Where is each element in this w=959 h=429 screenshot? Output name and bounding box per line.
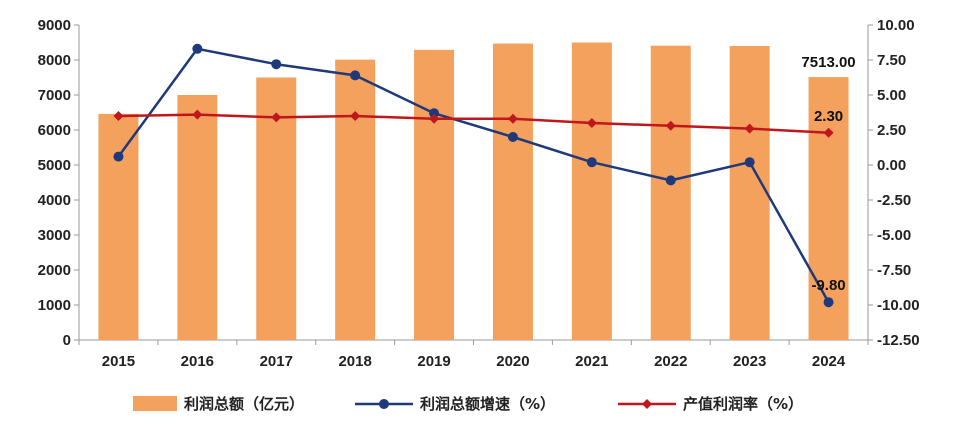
margin-point-2024 bbox=[823, 127, 834, 138]
bar-2016 bbox=[177, 95, 218, 340]
y-left-tick-label: 8000 bbox=[38, 52, 71, 69]
y-right-tick-label: -5.00 bbox=[877, 227, 911, 244]
y-right-tick-label: 7.50 bbox=[877, 52, 906, 69]
bar-2021 bbox=[571, 42, 612, 340]
growth-point-2018 bbox=[350, 70, 361, 81]
y-left-tick-label: 3000 bbox=[38, 227, 71, 244]
y-right-tick-label: -10.00 bbox=[877, 297, 920, 314]
y-right-tick-label: -2.50 bbox=[877, 192, 911, 209]
bar-2020 bbox=[492, 43, 533, 341]
y-right-tick-label: 5.00 bbox=[877, 87, 906, 104]
data-labels: 7513.00 2.30 -9.80 bbox=[801, 54, 855, 294]
x-tick-label: 2023 bbox=[733, 353, 766, 370]
bar-2015 bbox=[98, 113, 139, 341]
legend-marker-growth bbox=[379, 399, 389, 409]
margin-point-2016 bbox=[192, 109, 203, 120]
x-tick-label: 2020 bbox=[496, 353, 529, 370]
legend-label-growth: 利润总额增速（%） bbox=[420, 395, 555, 413]
x-tick-label: 2021 bbox=[575, 353, 608, 370]
y-right-tick-label: 0.00 bbox=[877, 157, 906, 174]
legend-marker-margin bbox=[642, 399, 652, 409]
y-right-tick-label: 2.50 bbox=[877, 122, 906, 139]
growth-line bbox=[117, 47, 830, 303]
bar-2023 bbox=[729, 46, 770, 340]
x-tick-label: 2017 bbox=[260, 353, 293, 370]
y-left-tick-label: 6000 bbox=[38, 122, 71, 139]
chart-marks bbox=[98, 42, 849, 341]
legend-label-bar: 利润总额（亿元） bbox=[184, 395, 304, 413]
bar-2018 bbox=[335, 59, 376, 341]
growth-point-2022 bbox=[665, 175, 676, 186]
growth-point-2023 bbox=[744, 157, 755, 168]
margin-point-2021 bbox=[586, 118, 597, 128]
y-left-tick-label: 9000 bbox=[38, 17, 71, 34]
bar-2019 bbox=[414, 49, 455, 340]
y-left-tick-label: 0 bbox=[63, 332, 71, 349]
margin-line bbox=[118, 113, 829, 135]
x-tick-label: 2019 bbox=[417, 353, 450, 370]
margin-point-2017 bbox=[271, 112, 282, 123]
y-left-tick-label: 4000 bbox=[38, 192, 71, 209]
growth-point-2020 bbox=[507, 132, 518, 142]
growth-point-2024 bbox=[823, 297, 834, 308]
growth-point-2015 bbox=[113, 151, 124, 162]
margin-point-2015 bbox=[113, 111, 124, 121]
y-left-tick-label: 2000 bbox=[38, 262, 71, 279]
x-tick-label: 2024 bbox=[812, 353, 846, 370]
margin-point-2020 bbox=[507, 113, 518, 124]
y-left-tick-label: 7000 bbox=[38, 87, 71, 104]
growth-point-2017 bbox=[271, 59, 282, 70]
y-right-tick-label: -12.50 bbox=[877, 332, 920, 349]
y-left-tick-label: 1000 bbox=[38, 297, 71, 314]
growth-point-2019 bbox=[429, 108, 440, 119]
x-tick-label: 2016 bbox=[181, 353, 214, 370]
bar-2024 bbox=[808, 77, 849, 341]
y-right-tick-label: -7.50 bbox=[877, 262, 911, 279]
data-label-1-9: -9.80 bbox=[811, 277, 845, 294]
data-label-2-9: 2.30 bbox=[814, 108, 843, 125]
margin-point-2018 bbox=[350, 111, 361, 121]
legend: 利润总额（亿元） 利润总额增速（%） 产值利润率（%） bbox=[133, 395, 803, 413]
data-label-0-9: 7513.00 bbox=[801, 54, 855, 71]
axes: 0 1000 2000 3000 4000 5000 6000 7000 8000 9000 -12… bbox=[38, 17, 920, 370]
margin-point-2023 bbox=[744, 123, 755, 134]
x-tick-label: 2015 bbox=[102, 353, 135, 370]
y-left-tick-label: 5000 bbox=[38, 157, 71, 174]
margin-point-2022 bbox=[665, 120, 676, 131]
y-right-tick-label: 10.00 bbox=[877, 17, 915, 34]
legend-label-margin: 产值利润率（%） bbox=[683, 395, 803, 413]
growth-point-2021 bbox=[586, 157, 597, 168]
x-tick-label: 2018 bbox=[338, 353, 371, 370]
bar-2022 bbox=[650, 45, 691, 341]
margin-point-2019 bbox=[429, 113, 440, 124]
legend-swatch-bar bbox=[133, 396, 177, 411]
growth-point-2016 bbox=[192, 43, 203, 54]
x-tick-label: 2022 bbox=[654, 353, 687, 370]
